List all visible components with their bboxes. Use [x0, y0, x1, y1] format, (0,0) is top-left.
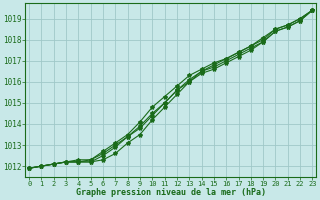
X-axis label: Graphe pression niveau de la mer (hPa): Graphe pression niveau de la mer (hPa) [76, 188, 266, 197]
